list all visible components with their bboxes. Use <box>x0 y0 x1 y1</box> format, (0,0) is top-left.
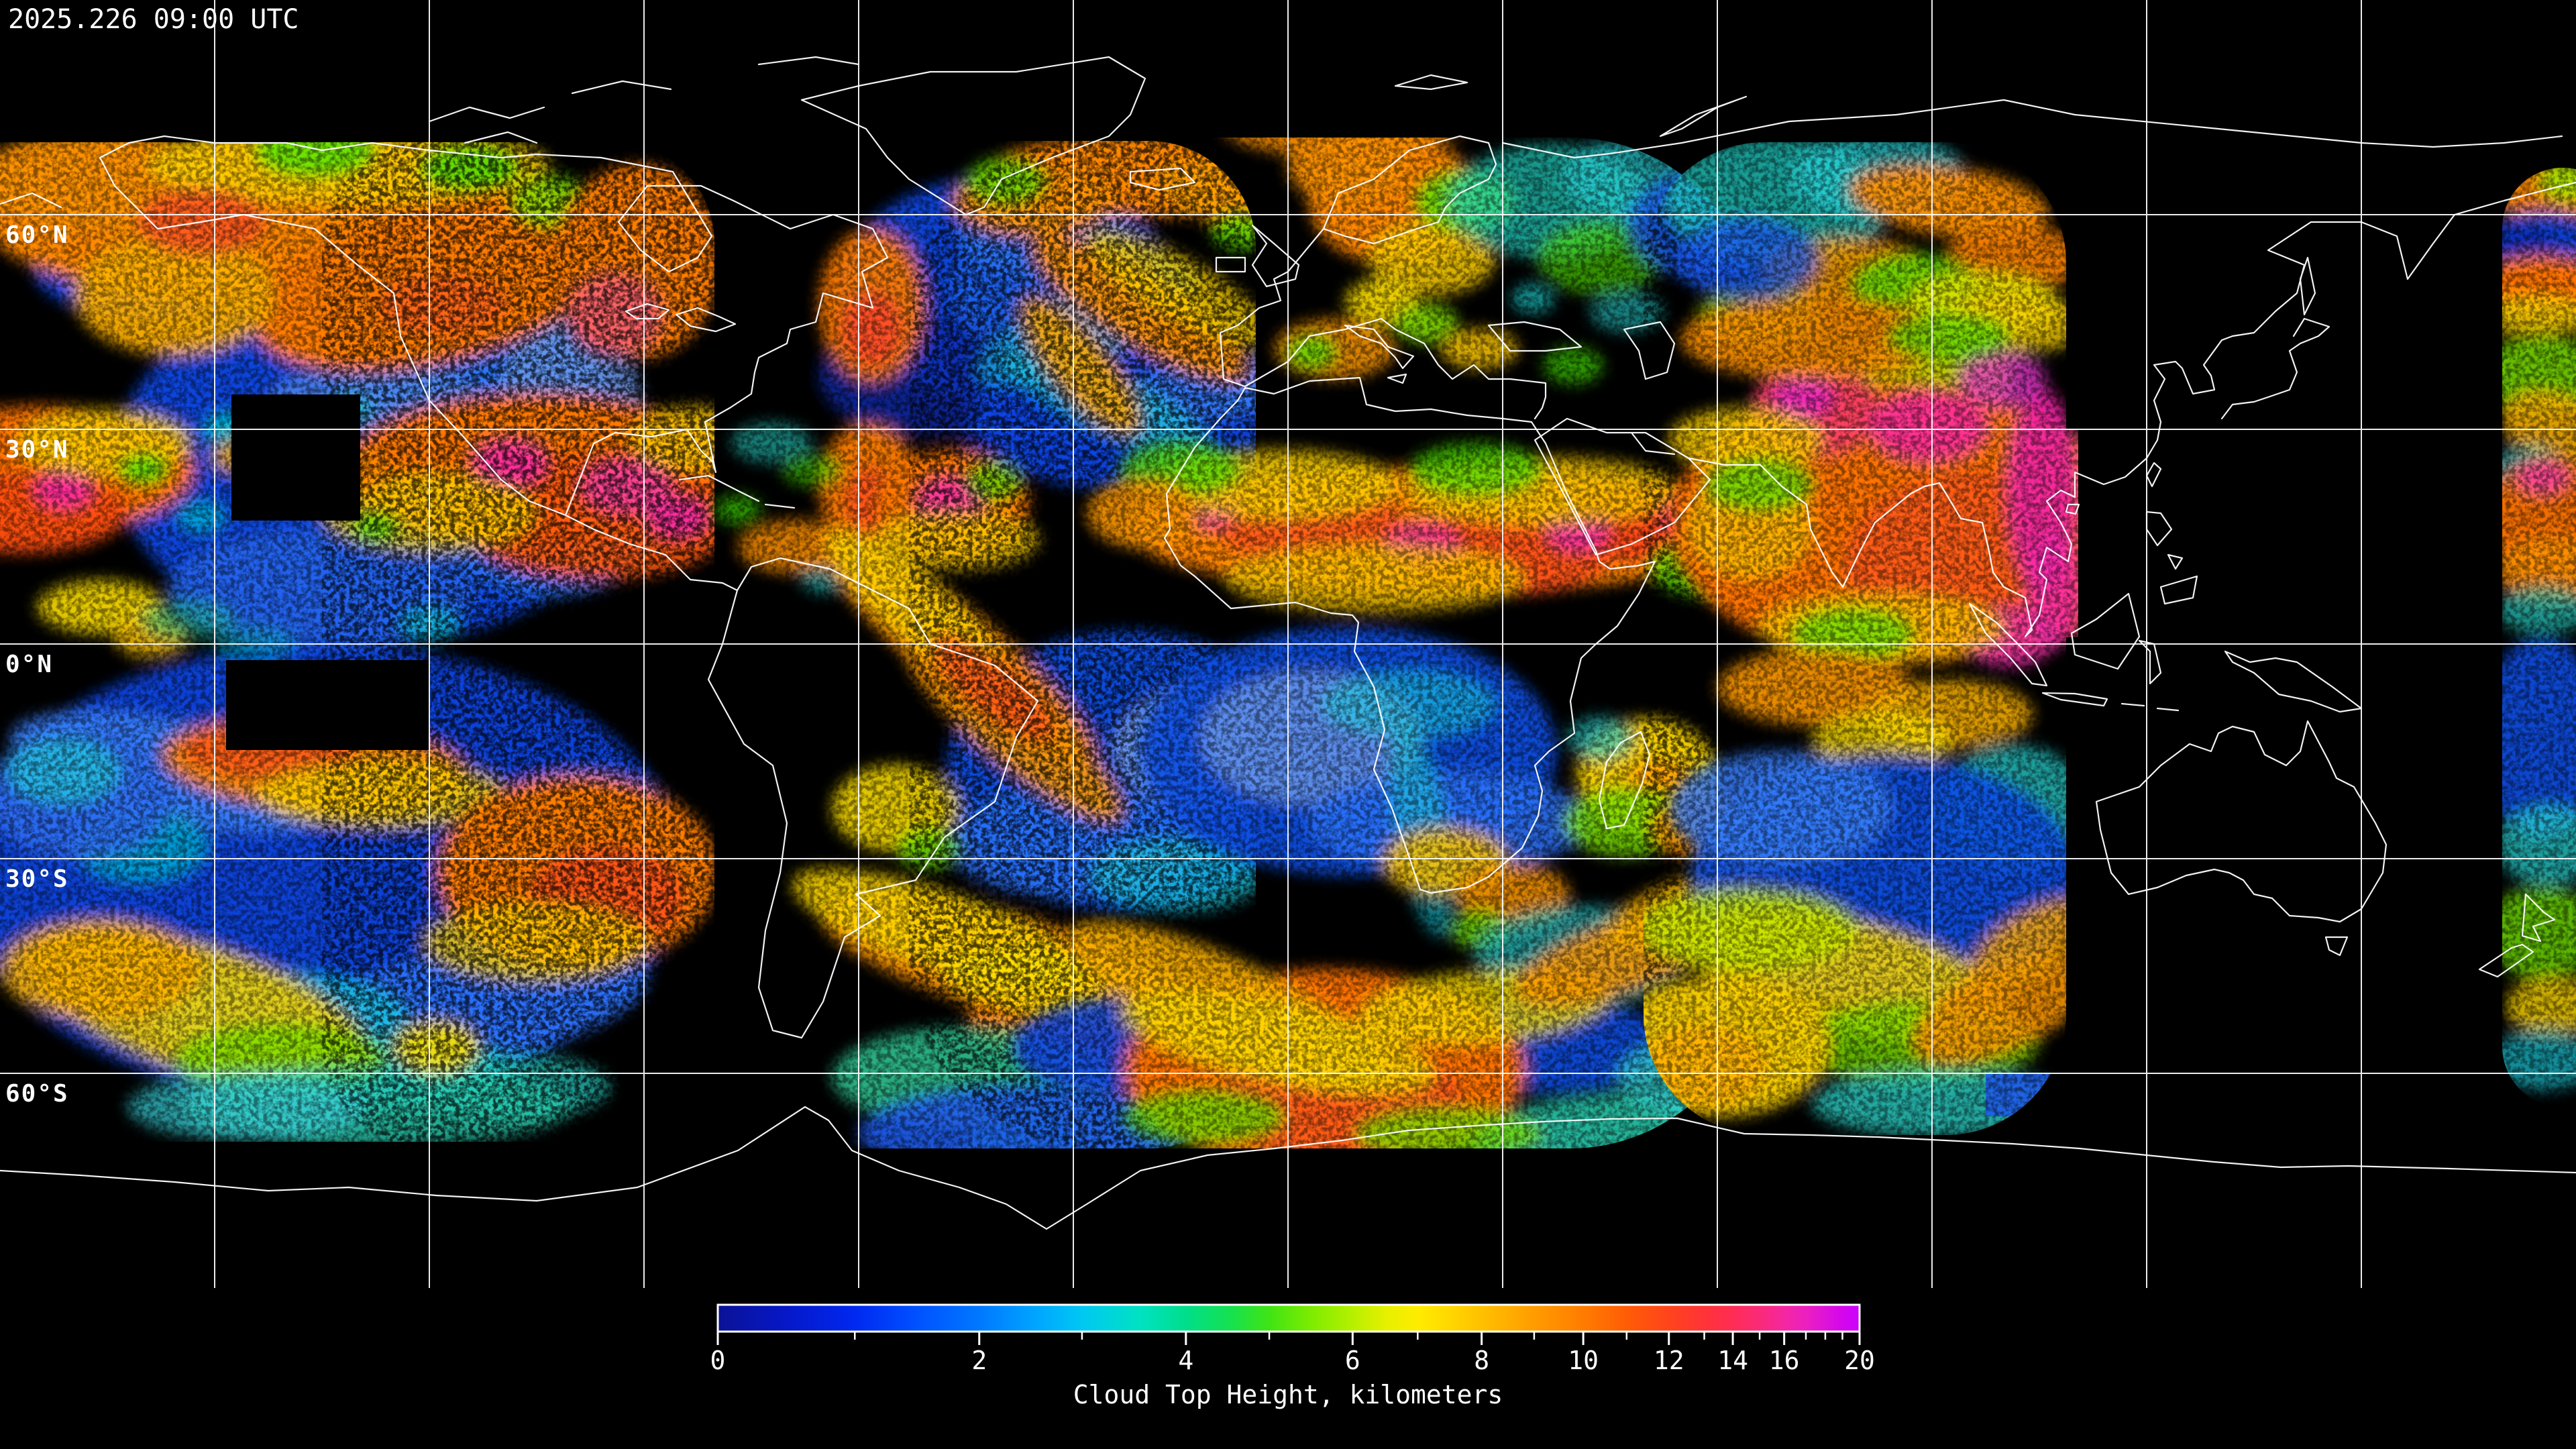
colorbar-tick-label: 2 <box>971 1346 987 1375</box>
colorbar-tick-label: 14 <box>1717 1346 1748 1375</box>
coastlines <box>0 56 2576 1230</box>
latitude-label: 60°S <box>5 1080 69 1108</box>
colorbar-title: Cloud Top Height, kilometers <box>1073 1380 1503 1409</box>
satellite-swath-dateline-sliver <box>2502 168 2576 1107</box>
colorbar: 0 2 4 6 8 10 12 14 16 20 Cloud Top Height, kilome… <box>710 1303 1875 1409</box>
colorbar-tick-label: 0 <box>710 1346 726 1375</box>
colorbar-gradient-bar <box>716 1303 1861 1333</box>
latitude-label: 60°N <box>5 221 69 249</box>
colorbar-tick-label: 10 <box>1568 1346 1599 1375</box>
satellite-swath-indian-ocean <box>1644 142 2078 1135</box>
latitude-label: 0°N <box>5 651 53 678</box>
coastline-antarctica <box>0 1106 2576 1230</box>
coastline-continents <box>0 56 2576 1039</box>
timestamp: 2025.226 09:00 UTC <box>8 4 299 35</box>
graticule <box>0 0 2576 1288</box>
colorbar-tick-label: 6 <box>1345 1346 1360 1375</box>
colorbar-tick-label: 12 <box>1654 1346 1684 1375</box>
colorbar-tick-label: 16 <box>1769 1346 1800 1375</box>
latitude-label: 30°N <box>5 436 69 464</box>
colorbar-tick-labels: 0 2 4 6 8 10 12 14 16 20 <box>710 1346 1875 1375</box>
colorbar-tick-label: 8 <box>1474 1346 1489 1375</box>
colorbar-tick-label: 20 <box>1844 1346 1875 1375</box>
colorbar-ticks <box>716 1332 1861 1345</box>
latitude-label: 30°S <box>5 865 69 893</box>
latitude-labels: 60°N 30°N 0°N 30°S 60°S <box>5 221 69 1108</box>
colorbar-tick-label: 4 <box>1178 1346 1193 1375</box>
